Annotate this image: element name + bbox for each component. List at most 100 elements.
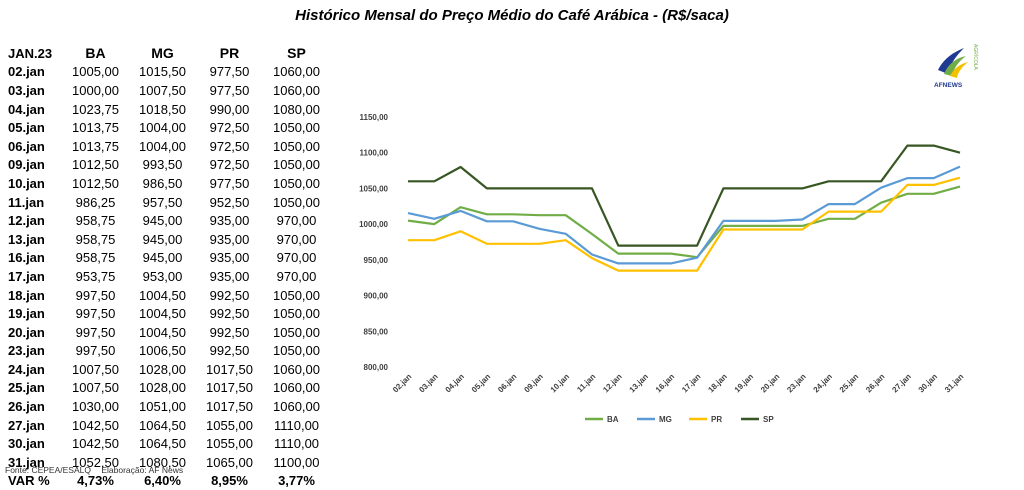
cell-pr: 935,00	[209, 231, 250, 247]
cell-ba: 1030,00	[72, 399, 119, 415]
cell-mg: 1004,50	[139, 306, 186, 322]
cell-mg: 1028,00	[139, 380, 186, 396]
price-table: JAN.23 BA MG PR SP 02.jan 1005,00 1015,50 977,50…	[8, 44, 330, 490]
series-line-pr	[408, 176, 961, 272]
row-date: 27.jan	[8, 417, 45, 433]
credit-text: Elaboração: AF News	[101, 465, 184, 475]
cell-sp: 970,00	[276, 250, 317, 266]
row-date: 06.jan	[8, 138, 45, 154]
x-tick-label: 09.jan	[522, 372, 544, 394]
chart-title: Histórico Mensal do Preço Médio do Café …	[295, 7, 729, 24]
table-row: 12.jan 958,75 945,00 935,00 970,00	[8, 211, 330, 230]
cell-sp: 1050,00	[273, 194, 320, 210]
cell-pr: 1065,00	[206, 454, 253, 470]
x-tick-label: 23.jan	[785, 372, 807, 394]
x-tick-label: 02.jan	[391, 372, 413, 394]
table-row: 17.jan 953,75 953,00 935,00 970,00	[8, 267, 330, 286]
cell-pr: 972,50	[209, 157, 250, 173]
legend-label-mg: MG	[659, 415, 672, 424]
cell-pr: 972,50	[209, 138, 250, 154]
cell-sp: 1060,00	[273, 64, 320, 80]
x-tick-label: 06.jan	[496, 372, 518, 394]
cell-mg: 1018,50	[139, 101, 186, 117]
y-tick-label: 950,00	[364, 256, 389, 265]
cell-ba: 1007,50	[72, 361, 119, 377]
table-row: 20.jan 997,50 1004,50 992,50 1050,00	[8, 323, 330, 342]
x-tick-label: 16.jan	[654, 372, 676, 394]
cell-pr: 935,00	[209, 250, 250, 266]
cell-sp: 970,00	[276, 268, 317, 284]
cell-ba: 958,75	[75, 213, 116, 229]
source-text: Fonte: CEPEA/ESALQ	[5, 465, 91, 475]
cell-mg: 1006,50	[139, 343, 186, 359]
y-tick-label: 1150,00	[360, 113, 389, 122]
series-line-sp	[408, 144, 961, 247]
cell-sp: 1110,00	[273, 436, 320, 452]
cell-pr: 1055,00	[206, 436, 253, 452]
y-tick-label: 850,00	[364, 327, 389, 336]
cell-ba: 997,50	[75, 306, 116, 322]
variation-pr: 8,95%	[211, 473, 248, 489]
cell-ba: 997,50	[75, 343, 116, 359]
cell-sp: 1050,00	[273, 324, 320, 340]
cell-pr: 1017,50	[206, 361, 253, 377]
table-row: 19.jan 997,50 1004,50 992,50 1050,00	[8, 304, 330, 323]
cell-ba: 1023,75	[72, 101, 119, 117]
cell-mg: 1015,50	[139, 64, 186, 80]
cell-ba: 1013,75	[72, 138, 119, 154]
cell-mg: 1007,50	[139, 82, 186, 98]
x-tick-label: 27.jan	[890, 372, 912, 394]
cell-ba: 1013,75	[72, 120, 119, 136]
cell-mg: 945,00	[142, 213, 183, 229]
cell-sp: 970,00	[276, 213, 317, 229]
cell-mg: 957,50	[142, 194, 183, 210]
cell-sp: 1100,00	[273, 454, 320, 470]
x-tick-label: 05.jan	[470, 372, 492, 394]
cell-ba: 997,50	[75, 324, 116, 340]
row-date: 31.jan	[8, 454, 45, 470]
table-row: 06.jan 1013,75 1004,00 972,50 1050,00	[8, 137, 330, 156]
logo-text: AFNEWS	[934, 82, 963, 89]
cell-pr: 972,50	[209, 120, 250, 136]
legend-label-pr: PR	[711, 415, 722, 424]
table-row: 16.jan 958,75 945,00 935,00 970,00	[8, 249, 330, 268]
legend-label-ba: BA	[607, 415, 619, 424]
cell-pr: 952,50	[209, 194, 250, 210]
cell-ba: 1012,50	[72, 175, 119, 191]
row-date: 13.jan	[8, 231, 45, 247]
row-date: 03.jan	[8, 82, 45, 98]
row-date: 05.jan	[8, 120, 45, 136]
column-header-ba: BA	[85, 45, 106, 62]
period-label: JAN.23	[8, 45, 53, 61]
x-tick-label: 12.jan	[601, 372, 623, 394]
table-row: 26.jan 1030,00 1051,00 1017,50 1060,00	[8, 397, 330, 416]
logo-leaf-yellow	[950, 62, 968, 78]
cell-sp: 1050,00	[273, 138, 320, 154]
cell-mg: 953,00	[142, 268, 183, 284]
x-tick-label: 30.jan	[917, 372, 939, 394]
cell-ba: 1005,00	[72, 64, 119, 80]
cell-ba: 1042,50	[72, 417, 119, 433]
series-line-mg	[407, 165, 961, 265]
cell-mg: 1004,50	[139, 324, 186, 340]
cell-pr: 935,00	[209, 213, 250, 229]
row-date: 04.jan	[8, 101, 45, 117]
af-news-logo: AFNEWS AGRÍCOLA	[930, 40, 980, 90]
x-tick-label: 13.jan	[628, 372, 650, 394]
cell-mg: 1051,00	[139, 399, 186, 415]
table-row: 23.jan 997,50 1006,50 992,50 1050,00	[8, 342, 330, 361]
x-tick-label: 03.jan	[417, 372, 439, 394]
x-tick-label: 04.jan	[444, 372, 466, 394]
row-date: 25.jan	[8, 380, 45, 396]
cell-pr: 977,50	[209, 175, 250, 191]
cell-pr: 977,50	[209, 82, 250, 98]
column-header-pr: PR	[219, 45, 240, 62]
cell-sp: 1050,00	[273, 343, 320, 359]
cell-pr: 977,50	[209, 64, 250, 80]
cell-mg: 1080,50	[139, 454, 186, 470]
table-header-row: JAN.23 BA MG PR SP	[8, 44, 330, 63]
table-row: 11.jan 986,25 957,50 952,50 1050,00	[8, 193, 330, 212]
row-date: 23.jan	[8, 343, 45, 359]
cell-sp: 1050,00	[273, 306, 320, 322]
x-tick-label: 20.jan	[759, 372, 781, 394]
